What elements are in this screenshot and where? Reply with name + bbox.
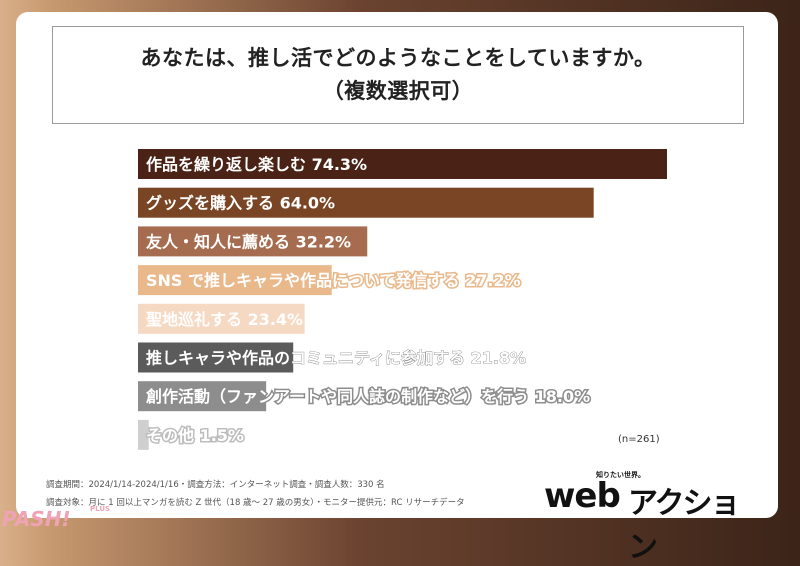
bar-label-5: 聖地巡礼する 23.4% xyxy=(146,310,303,329)
bar-7 xyxy=(138,381,267,412)
logo-web: web xyxy=(544,476,621,516)
bar-2 xyxy=(138,187,594,218)
logo-tagline: 知りたい世界。 xyxy=(596,471,645,479)
chart-subtitle: （複数選択可） xyxy=(322,79,474,103)
bar-label-8: その他 1.5% xyxy=(146,426,244,445)
bar-chart: 作品を繰り返し楽しむ 74.3% グッズを購入する 64.0% 友人・知人に薦める … xyxy=(138,149,668,450)
bar-label-2: グッズを購入する 64.0% xyxy=(146,194,335,213)
chart-title: あなたは、推し活でどのようなことをしていますか。 xyxy=(140,46,656,70)
logo-action: アクション xyxy=(628,486,741,565)
bar-label-7: 創作活動（ファンアートや同人誌の制作など）を行う 18.0% xyxy=(145,387,590,406)
bar-label-1: 作品を繰り返し楽しむ 74.3% xyxy=(146,155,367,174)
bar-label-4: SNS で推しキャラや作品について発信する 27.2% xyxy=(146,271,521,290)
web-action-logo: 知りたい世界。 web アクション xyxy=(544,468,754,565)
title-box: あなたは、推し活でどのようなことをしていますか。 （複数選択可） xyxy=(52,26,744,124)
bar-1 xyxy=(138,149,668,179)
footnote-survey-period: 調査期間：2024/1/14-2024/1/16・調査方法：インターネット調査・… xyxy=(46,480,385,490)
chart-card: あなたは、推し活でどのようなことをしていますか。 （複数選択可） 作品を繰り返し… xyxy=(16,12,778,565)
bar-4 xyxy=(138,265,332,296)
bar-3 xyxy=(138,226,368,257)
bar-label-3: 友人・知人に薦める 32.2% xyxy=(146,232,351,251)
bar-5 xyxy=(138,303,305,334)
watermark-plus: PLUS xyxy=(90,505,111,513)
bar-8 xyxy=(138,419,149,450)
sample-size-note: (n=261) xyxy=(618,434,660,445)
bar-6 xyxy=(138,342,294,373)
bar-label-6: 推しキャラや作品のコミュニティに参加する 21.8% xyxy=(146,349,526,368)
watermark-logo: PASH! xyxy=(2,507,71,531)
footnote-survey-target: 調査対象：月に 1 回以上マンガを読む Z 世代（18 歳～ 27 歳の男女）・… xyxy=(46,498,465,508)
